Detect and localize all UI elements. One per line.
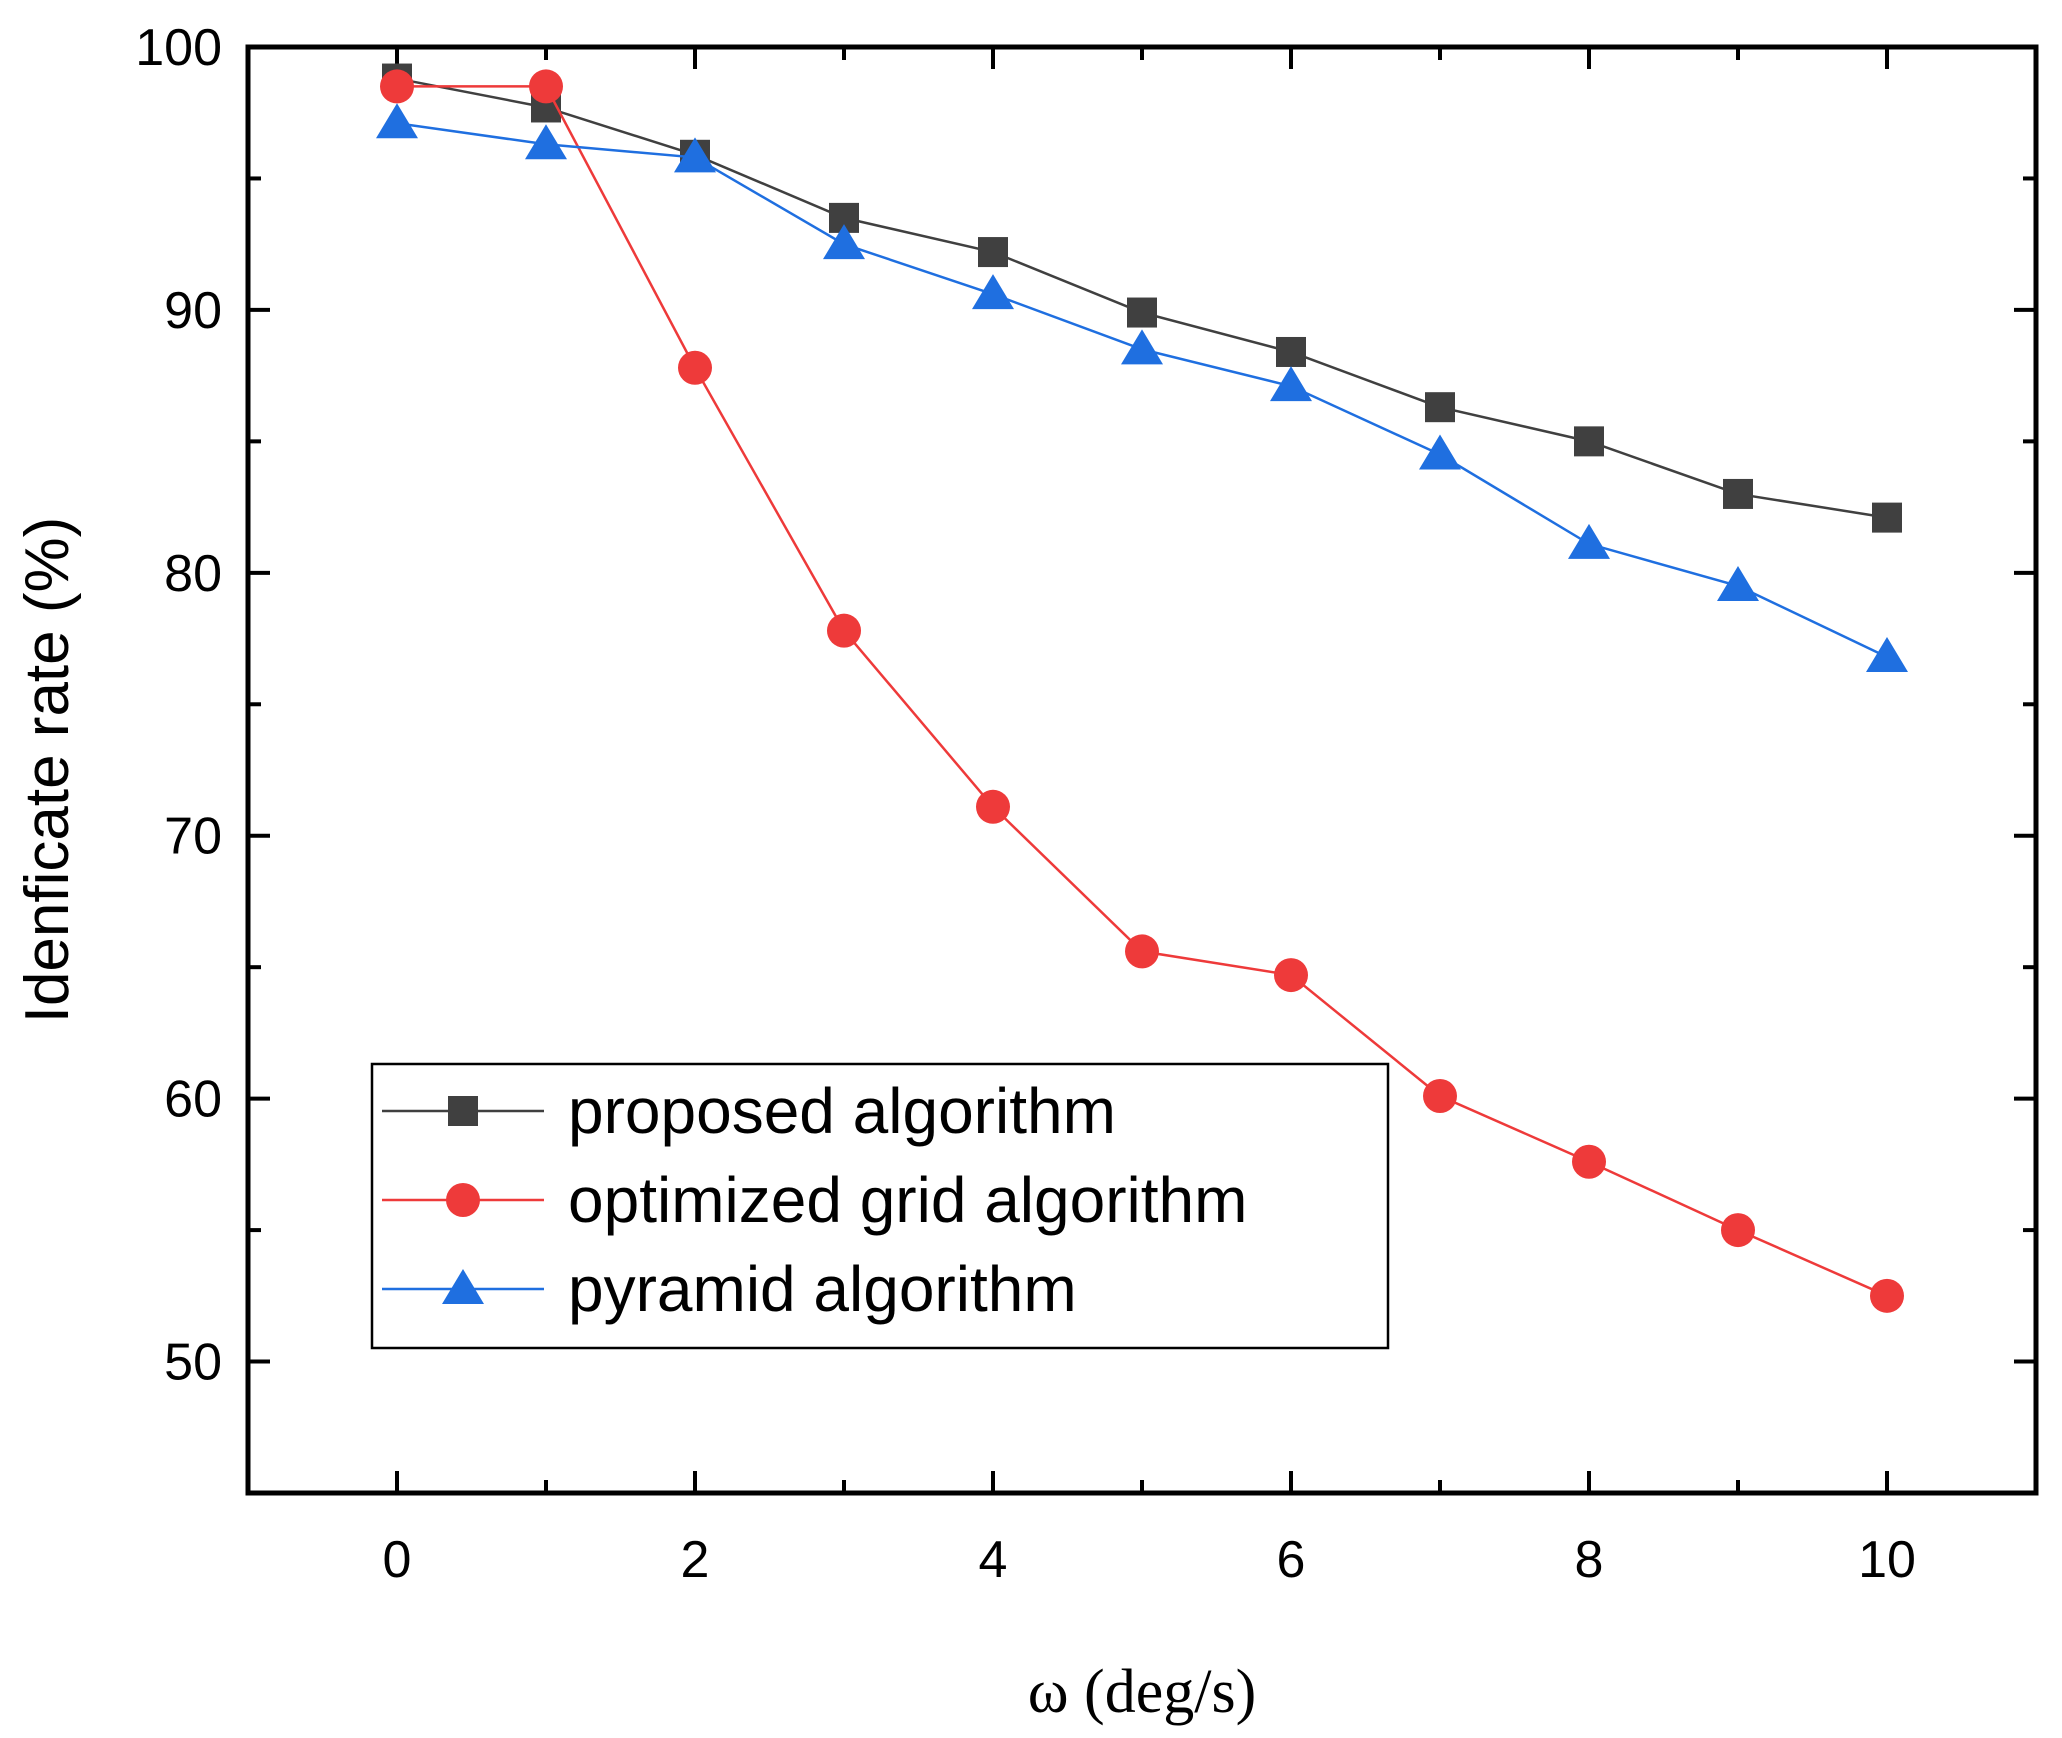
y-tick-labels: 50 60 70 80 90 100 <box>135 19 222 1392</box>
legend-entry: pyramid algorithm <box>382 1253 1077 1325</box>
data-point <box>976 789 1010 824</box>
data-point <box>1572 1144 1606 1179</box>
data-point <box>1723 478 1753 509</box>
y-tick-label: 90 <box>164 282 222 340</box>
series-square <box>382 63 1902 533</box>
data-point <box>529 69 563 104</box>
legend-label: pyramid algorithm <box>568 1253 1077 1325</box>
x-axis-title: ω (deg/s) <box>1028 1658 1256 1726</box>
data-point <box>380 69 414 104</box>
data-point <box>674 137 716 173</box>
x-tick-label: 8 <box>1575 1531 1604 1589</box>
data-point <box>1419 434 1461 470</box>
y-tick-label: 70 <box>164 808 222 866</box>
y-tick-label: 100 <box>135 19 222 77</box>
legend-entries: proposed algorithm optimized grid algorit… <box>382 1075 1247 1325</box>
x-tick-label: 0 <box>383 1531 412 1589</box>
legend-label: optimized grid algorithm <box>568 1164 1247 1236</box>
legend-entry: optimized grid algorithm <box>382 1164 1247 1236</box>
data-point <box>1127 297 1157 328</box>
data-point <box>1423 1079 1457 1114</box>
series-layer <box>376 63 1908 1313</box>
data-point <box>1574 426 1604 457</box>
data-point <box>972 274 1014 310</box>
data-point <box>1870 1278 1904 1313</box>
x-tick-labels: 0 2 4 6 8 10 <box>383 1531 1916 1589</box>
data-point <box>1125 934 1159 969</box>
data-point <box>678 350 712 385</box>
data-point <box>1425 392 1455 423</box>
data-point <box>1276 336 1306 367</box>
data-point <box>1274 958 1308 993</box>
series-triangle <box>376 103 1908 672</box>
x-tick-label: 10 <box>1858 1531 1916 1589</box>
data-point <box>1568 523 1610 559</box>
legend-entry: proposed algorithm <box>382 1075 1116 1147</box>
y-tick-label: 60 <box>164 1071 222 1129</box>
data-point <box>1721 1213 1755 1248</box>
x-tick-label: 6 <box>1277 1531 1306 1589</box>
y-tick-label: 80 <box>164 545 222 603</box>
data-point <box>1270 366 1312 402</box>
data-point <box>823 224 865 260</box>
legend: proposed algorithm optimized grid algorit… <box>370 1062 1390 1350</box>
legend-marker <box>448 1096 478 1126</box>
legend-label: proposed algorithm <box>568 1075 1116 1147</box>
x-tick-label: 4 <box>979 1531 1008 1589</box>
data-point <box>978 237 1008 268</box>
legend-marker <box>446 1183 480 1217</box>
y-axis-title: Idenficate rate (%) <box>13 517 82 1024</box>
data-point <box>525 124 567 160</box>
y-tick-label: 50 <box>164 1334 222 1392</box>
data-point <box>1121 329 1163 365</box>
series-circle <box>380 69 1904 1313</box>
data-point <box>1866 636 1908 672</box>
data-point <box>1872 502 1902 533</box>
series-line <box>396 122 1888 659</box>
data-point <box>376 103 418 139</box>
x-tick-label: 2 <box>681 1531 710 1589</box>
data-point <box>1717 565 1759 601</box>
data-point <box>827 613 861 648</box>
legend-marker <box>442 1269 484 1304</box>
